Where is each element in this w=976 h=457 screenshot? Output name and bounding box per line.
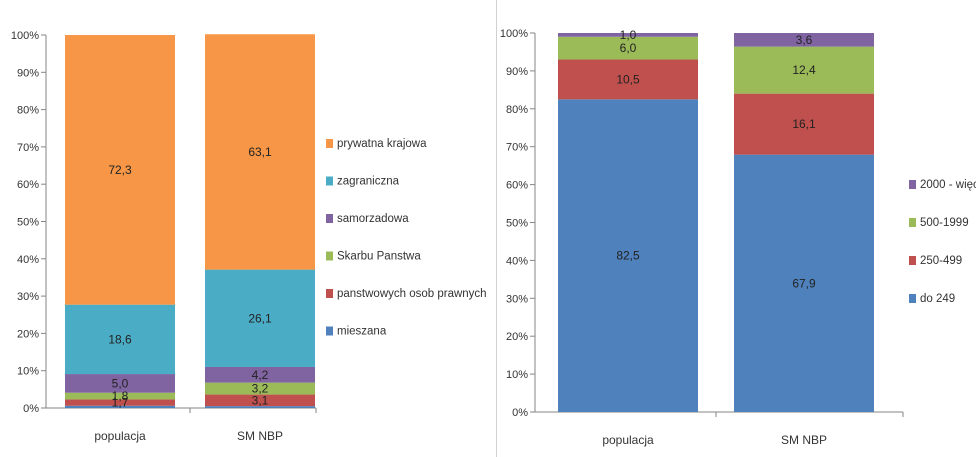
data-label: 6,0 <box>620 41 637 55</box>
y-tick-label: 70% <box>506 142 528 154</box>
legend-swatch <box>909 180 916 189</box>
data-label: 63,1 <box>248 145 272 159</box>
x-category-label: populacja <box>94 429 146 443</box>
legend-label: prywatna krajowa <box>337 138 427 150</box>
bar-segment-prywatna-krajowa <box>65 35 175 305</box>
bar-segment-zagraniczna <box>205 269 315 367</box>
legend: 2000 - więcej 500-1999 250-499 do 249 <box>909 179 976 305</box>
y-tick-label: 40% <box>17 254 39 266</box>
data-label: 82,5 <box>616 249 640 263</box>
y-tick-label: 10% <box>17 366 39 378</box>
bars <box>65 34 315 408</box>
bar-segment-prywatna-krajowa <box>205 34 315 270</box>
bar-segment-zagraniczna <box>65 304 175 375</box>
legend-swatch <box>326 139 333 148</box>
y-tick-label: 50% <box>506 218 528 230</box>
y-tick-label: 30% <box>506 293 528 305</box>
y-tick-label: 60% <box>17 179 39 191</box>
data-label: 26,1 <box>248 311 272 325</box>
x-category-label: populacja <box>602 433 654 447</box>
bar-segment-do-249 <box>558 99 698 412</box>
legend-label: zagraniczna <box>337 176 400 188</box>
bar-segment-250-499 <box>558 59 698 100</box>
y-tick-label: 30% <box>17 291 39 303</box>
ownership-stacked-bar-chart: 0% 10% 20% 30% 40% 50% 60% 70% 80% 90% 100% populac… <box>11 30 487 443</box>
data-label: 5,0 <box>112 376 129 390</box>
legend-label: Skarbu Panstwa <box>337 251 421 263</box>
data-label: 12,4 <box>792 63 816 77</box>
data-label: 72,3 <box>108 163 132 177</box>
bar-segment-samorzadowa <box>65 374 175 393</box>
y-tick-label: 100% <box>500 28 528 40</box>
legend-label: mieszana <box>337 326 387 338</box>
data-label: 1,7 <box>112 396 129 410</box>
y-tick-label: 20% <box>17 328 39 340</box>
legend-swatch <box>326 214 333 223</box>
legend-label: do 249 <box>920 293 955 305</box>
y-tick-label: 90% <box>506 66 528 78</box>
data-label: 10,5 <box>616 72 640 86</box>
bar-segment-mieszana <box>65 405 175 408</box>
legend-swatch <box>909 256 916 265</box>
bar-segment-500-1999 <box>558 36 698 60</box>
chart-panel-size: 0% 10% 20% 30% 40% 50% 60% 70% 80% 90% 100% populac… <box>498 0 976 457</box>
x-category-label: SM NBP <box>781 433 827 447</box>
data-labels: 82,5 10,5 6,01,0 67,9 16,1 12,4 3,6 <box>616 28 816 290</box>
y-tick-label: 40% <box>506 255 528 267</box>
legend: prywatna krajowa zagraniczna samorzadowa Sk… <box>326 138 487 338</box>
bar-segment-panstwowych-osob-prawnych <box>65 399 175 406</box>
legend-swatch <box>909 218 916 227</box>
legend-swatch <box>326 176 333 186</box>
y-tick-label: 70% <box>17 142 39 154</box>
y-tick-label: 0% <box>512 407 528 419</box>
data-label: 18,6 <box>108 332 132 346</box>
legend-swatch <box>326 251 333 261</box>
y-tick-label: 50% <box>17 217 39 229</box>
data-label: 4,2 <box>252 368 269 382</box>
bar-segment-2000-więcej <box>734 33 874 47</box>
bars <box>558 33 874 412</box>
legend-label: 500-1999 <box>920 217 969 229</box>
bar-segment-250-499 <box>734 93 874 155</box>
y-tick-label: 90% <box>17 67 39 79</box>
y-tick-label: 20% <box>506 331 528 343</box>
legend-label: 2000 - więcej <box>920 179 976 191</box>
bar-segment-samorzadowa <box>205 366 315 383</box>
y-tick-label: 100% <box>11 30 39 42</box>
legend-label: 250-499 <box>920 255 962 267</box>
bar-segment-do-249 <box>734 154 874 412</box>
y-tick-label: 80% <box>506 104 528 116</box>
chart-panel-ownership: 0% 10% 20% 30% 40% 50% 60% 70% 80% 90% 100% populac… <box>10 0 497 457</box>
y-tick-label: 80% <box>17 105 39 117</box>
size-stacked-bar-chart: 0% 10% 20% 30% 40% 50% 60% 70% 80% 90% 100% populac… <box>500 28 976 447</box>
bar-segment-2000-więcej <box>558 33 698 37</box>
data-label: 3,6 <box>796 33 813 47</box>
legend-swatch <box>326 326 333 336</box>
data-label: 1,0 <box>620 28 637 42</box>
legend-swatch <box>326 289 333 298</box>
bar-segment-skarbu-panstwa <box>65 392 175 400</box>
bar-segment-skarbu-panstwa <box>205 382 315 395</box>
data-label: 67,9 <box>792 276 816 290</box>
legend-swatch <box>909 294 916 303</box>
y-tick-label: 0% <box>23 403 39 415</box>
data-label: 3,1 <box>252 393 269 407</box>
data-label: 16,1 <box>792 117 816 131</box>
y-tick-label: 10% <box>506 369 528 381</box>
data-label: 3,2 <box>252 382 269 396</box>
y-tick-label: 60% <box>506 180 528 192</box>
data-labels: 1,71,85,0 18,6 72,3 3,13,24,2 26,1 63,1 <box>108 145 272 410</box>
data-label: 1,8 <box>112 389 129 403</box>
legend-label: panstwowych osob prawnych <box>337 288 487 300</box>
x-category-label: SM NBP <box>237 429 283 443</box>
legend-label: samorzadowa <box>337 213 409 225</box>
bar-segment-panstwowych-osob-prawnych <box>205 394 315 407</box>
bar-segment-mieszana <box>205 406 315 408</box>
bar-segment-500-1999 <box>734 46 874 94</box>
axes: 0% 10% 20% 30% 40% 50% 60% 70% 80% 90% 100% populac… <box>11 30 317 443</box>
